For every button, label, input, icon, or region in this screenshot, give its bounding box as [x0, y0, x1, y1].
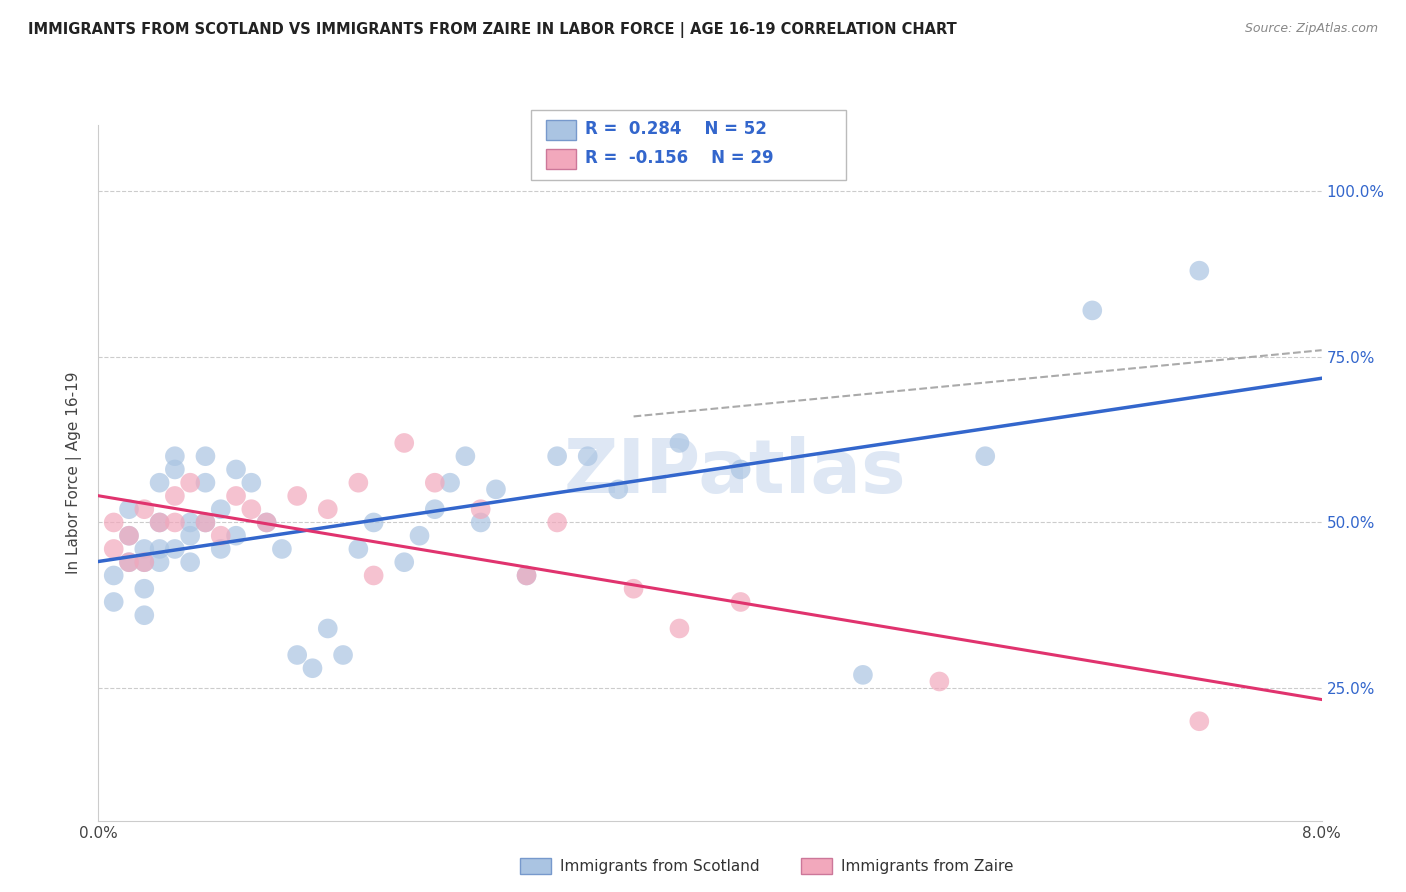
Point	[256, 516, 278, 530]
Point	[179, 516, 201, 530]
Point	[576, 449, 599, 463]
Point	[454, 449, 477, 463]
Point	[363, 568, 385, 582]
Point	[516, 568, 538, 582]
Point	[316, 622, 339, 636]
Point	[974, 449, 997, 463]
Point	[118, 529, 141, 543]
Point	[546, 449, 568, 463]
Point	[163, 489, 186, 503]
Point	[163, 516, 186, 530]
Point	[149, 516, 172, 530]
Text: R =  -0.156    N = 29: R = -0.156 N = 29	[585, 149, 773, 167]
Point	[301, 661, 323, 675]
Point	[194, 449, 217, 463]
Point	[470, 516, 492, 530]
Point	[194, 475, 217, 490]
Text: R =  0.284    N = 52: R = 0.284 N = 52	[585, 120, 766, 138]
Point	[134, 502, 156, 516]
Text: Immigrants from Scotland: Immigrants from Scotland	[560, 859, 759, 873]
Point	[285, 489, 308, 503]
Point	[134, 541, 156, 556]
Point	[730, 595, 752, 609]
Point	[607, 483, 630, 497]
Point	[485, 483, 508, 497]
Point	[209, 502, 232, 516]
Point	[149, 475, 172, 490]
Text: Source: ZipAtlas.com: Source: ZipAtlas.com	[1244, 22, 1378, 36]
Point	[149, 541, 172, 556]
Point	[423, 475, 446, 490]
Point	[179, 475, 201, 490]
Point	[285, 648, 308, 662]
Point	[163, 462, 186, 476]
Point	[225, 529, 247, 543]
Point	[256, 516, 278, 530]
Point	[392, 555, 416, 569]
Point	[470, 502, 492, 516]
Point	[163, 449, 186, 463]
Point	[928, 674, 950, 689]
Point	[194, 516, 217, 530]
Point	[516, 568, 538, 582]
Point	[118, 555, 141, 569]
Point	[194, 516, 217, 530]
Point	[134, 555, 156, 569]
Point	[149, 516, 172, 530]
Point	[316, 502, 339, 516]
Point	[209, 529, 232, 543]
Point	[392, 436, 416, 450]
Text: ZIPatlas: ZIPatlas	[564, 436, 905, 509]
Text: IMMIGRANTS FROM SCOTLAND VS IMMIGRANTS FROM ZAIRE IN LABOR FORCE | AGE 16-19 COR: IMMIGRANTS FROM SCOTLAND VS IMMIGRANTS F…	[28, 22, 957, 38]
Point	[118, 555, 141, 569]
Y-axis label: In Labor Force | Age 16-19: In Labor Force | Age 16-19	[66, 371, 83, 574]
Point	[439, 475, 461, 490]
Point	[546, 516, 568, 530]
Point	[103, 541, 125, 556]
Point	[163, 541, 186, 556]
Point	[240, 502, 263, 516]
Point	[134, 608, 156, 623]
Point	[103, 516, 125, 530]
Point	[240, 475, 263, 490]
Point	[103, 568, 125, 582]
Point	[347, 541, 370, 556]
Point	[225, 489, 247, 503]
Point	[270, 541, 294, 556]
Point	[179, 555, 201, 569]
Point	[179, 529, 201, 543]
Point	[1188, 263, 1211, 277]
Point	[347, 475, 370, 490]
Point	[1188, 714, 1211, 729]
Point	[225, 462, 247, 476]
Point	[134, 582, 156, 596]
Point	[1081, 303, 1104, 318]
Point	[134, 555, 156, 569]
Point	[423, 502, 446, 516]
Point	[363, 516, 385, 530]
Point	[103, 595, 125, 609]
Point	[668, 622, 690, 636]
Text: Immigrants from Zaire: Immigrants from Zaire	[841, 859, 1014, 873]
Point	[730, 462, 752, 476]
Point	[118, 502, 141, 516]
Point	[408, 529, 430, 543]
Point	[149, 555, 172, 569]
Point	[209, 541, 232, 556]
Point	[668, 436, 690, 450]
Point	[852, 668, 875, 682]
Point	[118, 529, 141, 543]
Point	[332, 648, 354, 662]
Point	[623, 582, 645, 596]
